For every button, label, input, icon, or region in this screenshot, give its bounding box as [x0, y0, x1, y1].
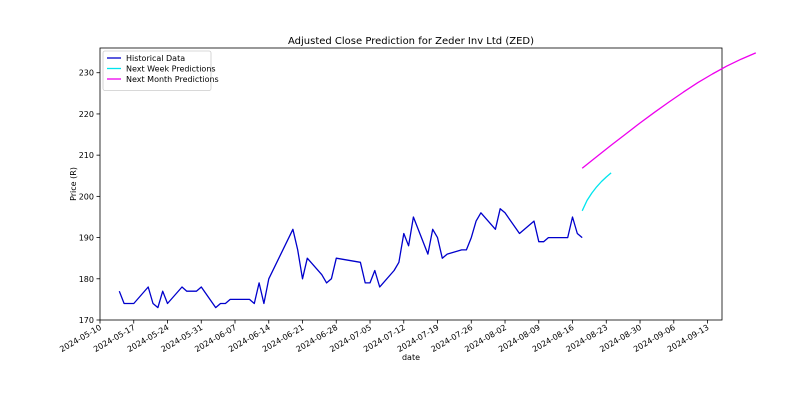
- x-axis-label: date: [402, 353, 420, 362]
- series-line-2: [581, 172, 612, 212]
- chart-title: Adjusted Close Prediction for Zeder Inv …: [288, 36, 534, 47]
- legend-box: [102, 50, 212, 91]
- y-tick-label: 210: [79, 151, 94, 160]
- legend-label: Next Week Predictions: [126, 65, 216, 74]
- y-tick-label: 220: [79, 110, 94, 119]
- y-tick-label: 190: [79, 234, 94, 243]
- legend-label: Historical Data: [126, 54, 185, 63]
- plot-frame: [99, 47, 723, 321]
- y-tick-label: 170: [79, 316, 94, 325]
- y-tick-label: 230: [79, 69, 94, 78]
- legend: Historical Data Next Week PredictionsNext…: [102, 50, 219, 91]
- legend-label: Next Month Predictions: [126, 75, 219, 84]
- series-line-1: [118, 208, 583, 309]
- series-line-3: [581, 52, 757, 169]
- y-tick-label: 180: [79, 275, 94, 284]
- y-axis-label: Price (R): [69, 167, 78, 201]
- y-tick-label: 200: [79, 192, 94, 201]
